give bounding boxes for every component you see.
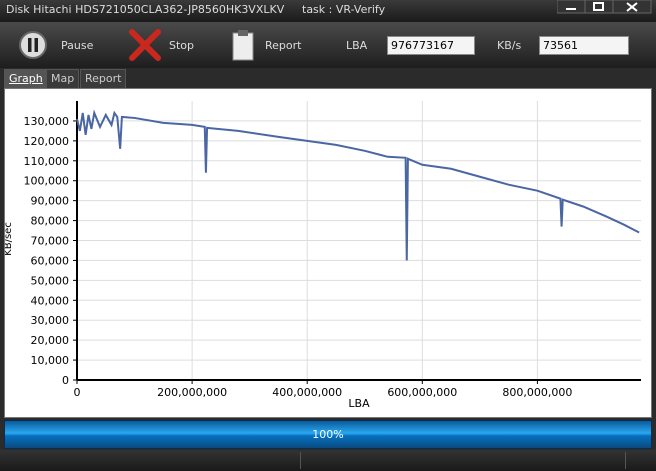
- report-label: Report: [265, 39, 302, 52]
- title-bar: Disk Hitachi HDS721050CLA362-JP8560HK3VX…: [0, 0, 656, 22]
- stop-icon: [129, 29, 161, 61]
- y-tick-label: 80,000: [31, 215, 70, 228]
- y-tick-label: 110,000: [24, 155, 70, 168]
- data-line: [76, 109, 640, 261]
- tab[interactable]: Report: [80, 69, 127, 89]
- y-tick-label: 90,000: [31, 195, 70, 208]
- y-tick-label: 20,000: [31, 334, 70, 347]
- y-tick-label: 0: [62, 374, 69, 387]
- y-tick-label: 120,000: [24, 135, 70, 148]
- chart: KB/sec LBA 0 10,000 20,000 30,000 40,000 50,0…: [3, 101, 641, 410]
- pause-icon: [19, 31, 47, 59]
- tab[interactable]: Map: [46, 69, 80, 89]
- x-tick-label: 400,000,000: [272, 386, 342, 399]
- task-name: task : VR-Verify: [302, 3, 386, 16]
- y-tick-label: 40,000: [31, 294, 70, 307]
- pause-button[interactable]: Pause: [18, 28, 98, 62]
- stop-label: Stop: [169, 39, 195, 52]
- y-tick-label: 130,000: [24, 115, 70, 128]
- y-axis-label: KB/sec: [5, 222, 14, 256]
- lba-field[interactable]: 976773167: [387, 36, 475, 55]
- x-tick-label: 0: [74, 386, 81, 399]
- speed-label: KB/s: [497, 39, 522, 52]
- x-tick-label: 600,000,000: [387, 386, 457, 399]
- speed-field[interactable]: 73561: [539, 36, 629, 55]
- status-bar: [0, 450, 656, 471]
- y-tick-label: 30,000: [31, 314, 70, 327]
- y-tick-label: 60,000: [31, 254, 70, 267]
- x-tick-label: 800,000,000: [502, 386, 572, 399]
- maximize-button[interactable]: [584, 0, 614, 14]
- report-button[interactable]: Report: [230, 28, 310, 62]
- y-tick-label: 100,000: [24, 175, 70, 188]
- x-tick-label: 200,000,000: [157, 386, 227, 399]
- toolbar: Pause Stop Report LBA 976773167 KB/s 735…: [0, 22, 656, 68]
- stop-button[interactable]: Stop: [128, 28, 208, 62]
- y-tick-label: 70,000: [31, 235, 70, 248]
- progress-label: 100%: [312, 428, 344, 441]
- progress-bar: 100%: [4, 420, 652, 449]
- y-tick-label: 50,000: [31, 274, 70, 287]
- pause-label: Pause: [61, 39, 94, 52]
- report-icon: [232, 30, 254, 61]
- lba-label: LBA: [346, 39, 368, 52]
- tab[interactable]: Graph: [4, 69, 48, 89]
- x-axis-label: LBA: [348, 397, 370, 410]
- disk-name: Disk Hitachi HDS721050CLA362-JP8560HK3VX…: [6, 3, 285, 16]
- graph-panel: KB/sec LBA 0 10,000 20,000 30,000 40,000 50,0…: [3, 88, 652, 418]
- y-tick-label: 10,000: [31, 354, 70, 367]
- minimize-button[interactable]: [557, 0, 586, 14]
- window-buttons: [557, 0, 652, 14]
